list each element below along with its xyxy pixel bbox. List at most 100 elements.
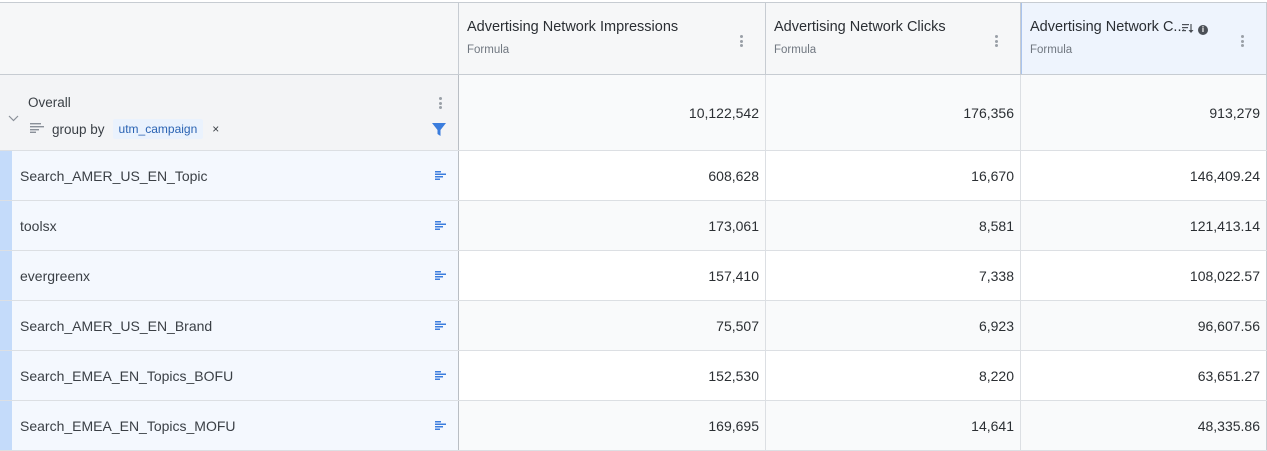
row-label-cell[interactable]: toolsx bbox=[0, 201, 459, 250]
bar-chart-icon[interactable] bbox=[435, 167, 446, 185]
value-cell: 152,530 bbox=[459, 351, 766, 400]
value-cell: 16,670 bbox=[766, 151, 1021, 200]
sort-descending-icon[interactable] bbox=[1182, 21, 1194, 39]
row-label: Search_AMER_US_EN_Topic bbox=[20, 167, 208, 184]
value-cell: 8,581 bbox=[766, 201, 1021, 250]
overall-value-cell: 10,122,542 bbox=[459, 75, 766, 150]
row-menu-icon[interactable] bbox=[438, 97, 442, 109]
chevron-down-icon[interactable] bbox=[8, 109, 19, 127]
cell-value: 108,022.57 bbox=[1189, 267, 1260, 284]
cell-value: 75,507 bbox=[716, 317, 759, 334]
cell-value: 7,338 bbox=[978, 267, 1014, 284]
column-title: Advertising Network Clicks bbox=[774, 19, 946, 35]
value-cell: 6,923 bbox=[766, 301, 1021, 350]
cell-value: 8,220 bbox=[978, 367, 1014, 384]
overall-value: 176,356 bbox=[963, 104, 1014, 121]
column-subtitle: Formula bbox=[1030, 44, 1073, 56]
table-row[interactable]: evergreenx 157,410 7,338 108,022.57 bbox=[0, 251, 1267, 301]
overall-label-cell: Overall group by utm_campaign × bbox=[0, 75, 459, 150]
row-label: Search_EMEA_EN_Topics_BOFU bbox=[20, 367, 234, 384]
row-accent-bar bbox=[0, 151, 12, 200]
group-by-chip[interactable]: utm_campaign bbox=[112, 119, 204, 139]
column-menu-icon[interactable] bbox=[994, 35, 998, 47]
overall-row: Overall group by utm_campaign × 10,122,5… bbox=[0, 75, 1267, 151]
table-row[interactable]: Search_EMEA_EN_Topics_BOFU 152,530 8,220… bbox=[0, 351, 1267, 401]
row-label: evergreenx bbox=[20, 267, 91, 284]
group-by-icon bbox=[30, 120, 44, 138]
row-label: Search_EMEA_EN_Topics_MOFU bbox=[20, 417, 236, 434]
row-label: toolsx bbox=[20, 217, 57, 234]
value-cell: 8,220 bbox=[766, 351, 1021, 400]
row-label: Search_AMER_US_EN_Brand bbox=[20, 317, 213, 334]
column-header-cost[interactable]: Advertising Network C... i Formula bbox=[1021, 3, 1267, 74]
column-subtitle: Formula bbox=[467, 44, 510, 56]
overall-value: 10,122,542 bbox=[688, 104, 759, 121]
cell-value: 152,530 bbox=[708, 367, 759, 384]
row-label-cell[interactable]: Search_AMER_US_EN_Topic bbox=[0, 151, 459, 200]
bar-chart-icon[interactable] bbox=[435, 367, 446, 385]
group-by-label: group by bbox=[52, 121, 105, 137]
row-label-cell[interactable]: Search_EMEA_EN_Topics_MOFU bbox=[0, 401, 459, 450]
header-row: Advertising Network Impressions Formula … bbox=[0, 3, 1267, 75]
bar-chart-icon[interactable] bbox=[435, 267, 446, 285]
overall-value-cell: 176,356 bbox=[766, 75, 1021, 150]
table-row[interactable]: Search_EMEA_EN_Topics_MOFU 169,695 14,64… bbox=[0, 401, 1267, 451]
column-header-icons: i bbox=[1182, 21, 1208, 39]
row-label-cell[interactable]: Search_EMEA_EN_Topics_BOFU bbox=[0, 351, 459, 400]
column-title: Advertising Network C... bbox=[1030, 19, 1185, 35]
row-label-cell[interactable]: Search_AMER_US_EN_Brand bbox=[0, 301, 459, 350]
table-row[interactable]: Search_AMER_US_EN_Brand 75,507 6,923 96,… bbox=[0, 301, 1267, 351]
value-cell: 608,628 bbox=[459, 151, 766, 200]
info-icon[interactable]: i bbox=[1198, 25, 1208, 35]
cell-value: 63,651.27 bbox=[1197, 367, 1260, 384]
column-title: Advertising Network Impressions bbox=[467, 19, 679, 35]
column-header-clicks[interactable]: Advertising Network Clicks Formula bbox=[766, 3, 1021, 74]
value-cell: 108,022.57 bbox=[1021, 251, 1267, 300]
filter-icon[interactable] bbox=[432, 123, 446, 141]
row-accent-bar bbox=[0, 251, 12, 300]
group-by-control: group by utm_campaign × bbox=[30, 119, 219, 139]
value-cell: 121,413.14 bbox=[1021, 201, 1267, 250]
cell-value: 169,695 bbox=[708, 417, 759, 434]
value-cell: 48,335.86 bbox=[1021, 401, 1267, 450]
column-menu-icon[interactable] bbox=[1240, 35, 1244, 47]
column-header-impressions[interactable]: Advertising Network Impressions Formula bbox=[459, 3, 766, 74]
cell-value: 6,923 bbox=[978, 317, 1014, 334]
row-accent-bar bbox=[0, 401, 12, 450]
remove-group-by-icon[interactable]: × bbox=[212, 122, 220, 136]
overall-value-cell: 913,279 bbox=[1021, 75, 1267, 150]
bar-chart-icon[interactable] bbox=[435, 317, 446, 335]
cell-value: 96,607.56 bbox=[1197, 317, 1260, 334]
value-cell: 7,338 bbox=[766, 251, 1021, 300]
column-subtitle: Formula bbox=[774, 44, 817, 56]
overall-label: Overall bbox=[28, 95, 71, 110]
value-cell: 146,409.24 bbox=[1021, 151, 1267, 200]
cell-value: 121,413.14 bbox=[1189, 217, 1260, 234]
table-row[interactable]: toolsx 173,061 8,581 121,413.14 bbox=[0, 201, 1267, 251]
cell-value: 48,335.86 bbox=[1197, 417, 1260, 434]
row-accent-bar bbox=[0, 351, 12, 400]
cell-value: 14,641 bbox=[971, 417, 1014, 434]
bar-chart-icon[interactable] bbox=[435, 217, 446, 235]
value-cell: 63,651.27 bbox=[1021, 351, 1267, 400]
value-cell: 14,641 bbox=[766, 401, 1021, 450]
column-menu-icon[interactable] bbox=[739, 35, 743, 47]
value-cell: 157,410 bbox=[459, 251, 766, 300]
cell-value: 16,670 bbox=[971, 167, 1014, 184]
row-accent-bar bbox=[0, 201, 12, 250]
cell-value: 8,581 bbox=[978, 217, 1014, 234]
cell-value: 608,628 bbox=[708, 167, 759, 184]
row-label-cell[interactable]: evergreenx bbox=[0, 251, 459, 300]
overall-value: 913,279 bbox=[1209, 104, 1260, 121]
value-cell: 169,695 bbox=[459, 401, 766, 450]
cell-value: 173,061 bbox=[708, 217, 759, 234]
value-cell: 75,507 bbox=[459, 301, 766, 350]
value-cell: 173,061 bbox=[459, 201, 766, 250]
cell-value: 157,410 bbox=[708, 267, 759, 284]
row-accent-bar bbox=[0, 301, 12, 350]
value-cell: 96,607.56 bbox=[1021, 301, 1267, 350]
bar-chart-icon[interactable] bbox=[435, 417, 446, 435]
table-row[interactable]: Search_AMER_US_EN_Topic 608,628 16,670 1… bbox=[0, 151, 1267, 201]
header-corner bbox=[0, 3, 459, 74]
